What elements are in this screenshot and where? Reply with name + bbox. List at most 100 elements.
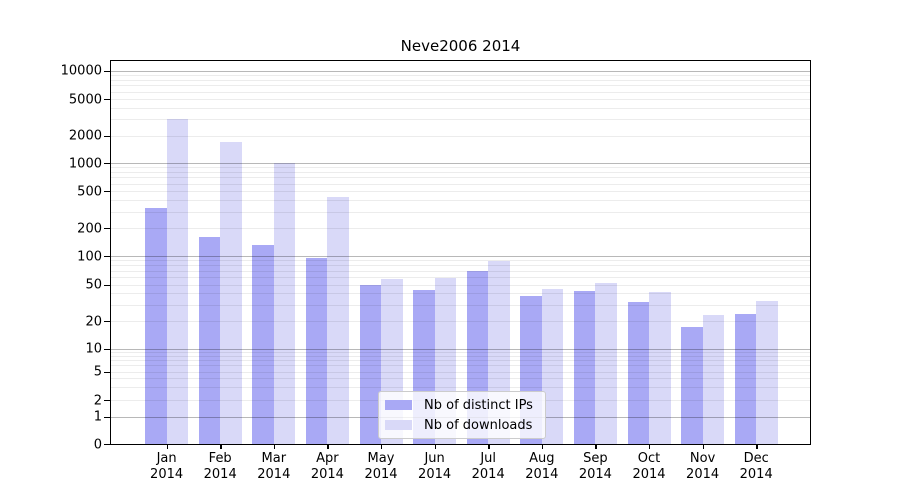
- bar-nb-of-downloads-nov-2014: [702, 315, 725, 444]
- y-tick-mark: [103, 416, 110, 418]
- gridline-major: [110, 163, 811, 164]
- y-tick-mark: [103, 284, 110, 286]
- x-tick-label: Apr 2014: [310, 451, 344, 482]
- gridline-minor: [110, 260, 811, 262]
- x-tick-mark: [702, 444, 704, 449]
- y-tick-mark: [103, 70, 110, 72]
- gridline-minor: [110, 107, 811, 109]
- gridline-minor: [110, 74, 811, 76]
- gridline-minor: [110, 191, 811, 192]
- x-tick-label: Aug 2014: [525, 451, 559, 482]
- gridline-minor: [110, 135, 811, 137]
- x-tick-mark: [488, 444, 490, 449]
- gridline-minor: [110, 85, 811, 87]
- chart-title: Neve2006 2014: [400, 37, 521, 55]
- x-tick-label: Mar 2014: [257, 451, 291, 482]
- gridline-minor: [110, 228, 811, 229]
- gridline-minor: [110, 321, 811, 322]
- x-tick-label: Sep 2014: [578, 451, 612, 482]
- bar-nb-of-downloads-dec-2014: [756, 301, 778, 444]
- y-tick-mark: [103, 256, 110, 258]
- bar-nb-of-distinct-ips-feb-2014: [198, 237, 221, 444]
- x-tick-label: Jul 2014: [471, 451, 505, 482]
- legend-item-distinct-ips: Nb of distinct IPs: [385, 398, 537, 413]
- y-tick-mark: [103, 135, 110, 137]
- gridline-minor: [110, 91, 811, 93]
- gridline-minor: [110, 304, 811, 306]
- gridline-minor: [110, 378, 811, 380]
- gridline-minor: [110, 200, 811, 201]
- y-tick-mark: [103, 99, 110, 101]
- y-tick-label: 0: [93, 437, 102, 452]
- legend-label-distinct-ips: Nb of distinct IPs: [424, 397, 533, 413]
- bar-nb-of-downloads-jan-2014: [166, 119, 189, 444]
- y-tick-mark: [103, 444, 110, 446]
- bar-nb-of-downloads-aug-2014: [541, 288, 564, 444]
- gridline-minor: [110, 265, 811, 267]
- legend: Nb of distinct IPs Nb of downloads: [378, 391, 546, 439]
- x-tick-mark: [649, 444, 651, 449]
- y-tick-mark: [103, 228, 110, 230]
- y-tick-label: 100: [77, 249, 102, 264]
- gridline-minor: [110, 277, 811, 278]
- y-tick-label: 1: [93, 409, 102, 425]
- bar-nb-of-distinct-ips-sep-2014: [573, 290, 596, 444]
- bar-nb-of-distinct-ips-nov-2014: [681, 327, 703, 444]
- legend-swatch-downloads: [385, 420, 412, 430]
- gridline-minor: [110, 177, 811, 179]
- gridline-minor: [110, 360, 811, 362]
- y-tick-label: 10: [85, 341, 102, 357]
- gridline-minor: [110, 371, 811, 373]
- gridline-major: [110, 70, 811, 72]
- y-tick-mark: [103, 348, 110, 350]
- y-tick-label: 2: [93, 393, 102, 408]
- x-tick-mark: [595, 444, 597, 449]
- gridline-minor: [110, 293, 811, 295]
- bar-nb-of-distinct-ips-oct-2014: [627, 302, 649, 444]
- x-tick-mark: [541, 444, 544, 449]
- gridline-minor: [110, 79, 811, 81]
- y-tick-mark: [103, 321, 110, 323]
- y-tick-mark: [103, 371, 110, 373]
- x-tick-mark: [273, 444, 276, 449]
- gridline-minor: [110, 167, 811, 169]
- y-tick-label: 20: [85, 314, 102, 329]
- x-tick-label: Dec 2014: [739, 451, 773, 482]
- x-tick-mark: [220, 444, 222, 449]
- bar-nb-of-downloads-oct-2014: [649, 292, 671, 444]
- x-tick-mark: [756, 444, 758, 449]
- y-tick-label: 5000: [68, 92, 102, 107]
- gridline-minor: [110, 183, 811, 185]
- gridline-minor: [110, 351, 811, 353]
- gridline-minor: [110, 211, 811, 213]
- y-tick-label: 200: [77, 221, 102, 236]
- gridline-major: [110, 256, 811, 257]
- x-tick-label: Jan 2014: [150, 451, 184, 482]
- bar-nb-of-downloads-mar-2014: [273, 163, 296, 444]
- y-tick-mark: [103, 400, 110, 402]
- bar-nb-of-downloads-sep-2014: [595, 282, 617, 444]
- gridline-minor: [110, 365, 811, 367]
- x-tick-mark: [327, 444, 329, 449]
- y-tick-label: 5: [93, 364, 102, 380]
- x-tick-label: Feb 2014: [203, 451, 237, 482]
- bar-nb-of-distinct-ips-jan-2014: [145, 207, 167, 444]
- gridline-minor: [110, 387, 811, 389]
- x-tick-mark: [434, 444, 436, 449]
- y-tick-label: 1000: [68, 156, 102, 171]
- bar-nb-of-distinct-ips-may-2014: [359, 284, 381, 444]
- y-tick-label: 500: [77, 184, 102, 199]
- bar-nb-of-distinct-ips-apr-2014: [305, 257, 328, 444]
- x-tick-label: Oct 2014: [632, 451, 666, 482]
- gridline-minor: [110, 172, 811, 173]
- legend-swatch-distinct-ips: [385, 400, 412, 410]
- gridline-minor: [110, 270, 811, 272]
- x-tick-mark: [381, 444, 383, 449]
- y-tick-label: 2000: [68, 128, 102, 144]
- legend-label-downloads: Nb of downloads: [424, 417, 533, 433]
- gridline-major: [110, 348, 811, 350]
- bar-nb-of-downloads-apr-2014: [327, 197, 349, 444]
- legend-item-downloads: Nb of downloads: [385, 418, 537, 433]
- gridline-minor: [110, 355, 811, 357]
